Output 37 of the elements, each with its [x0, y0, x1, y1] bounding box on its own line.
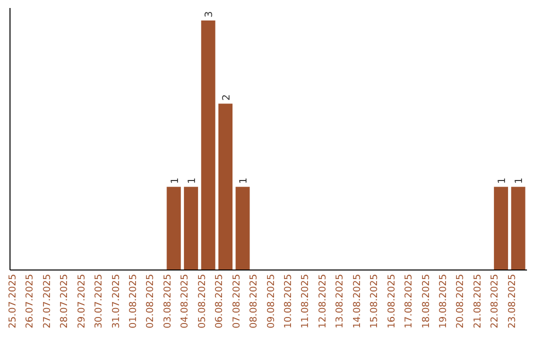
x-tick-label: 07.08.2025 [231, 274, 242, 328]
x-tick-label: 15.08.2025 [369, 274, 380, 328]
x-tick-label: 30.07.2025 [94, 274, 105, 328]
data-label: 1 [187, 177, 198, 184]
x-tick-label: 20.08.2025 [455, 274, 466, 328]
x-tick-label: 06.08.2025 [214, 274, 226, 328]
x-tick-label: 19.08.2025 [438, 274, 450, 328]
x-tick-label: 04.08.2025 [180, 274, 191, 328]
x-tick-label: 25.07.2025 [7, 274, 18, 328]
x-tick-label: 31.07.2025 [110, 274, 122, 328]
x-tick-label: 12.08.2025 [317, 274, 328, 328]
x-tick-label: 13.08.2025 [334, 274, 346, 328]
x-tick-label: 26.07.2025 [24, 274, 36, 328]
x-tick-label: 18.08.2025 [420, 274, 432, 328]
x-tick-label: 28.07.2025 [59, 274, 70, 328]
x-tick-label: 21.08.2025 [472, 274, 484, 328]
data-label: 1 [514, 177, 526, 184]
data-label: 2 [221, 94, 232, 101]
x-tick-label: 22.08.2025 [490, 274, 501, 328]
x-tick-label: 27.07.2025 [42, 274, 53, 328]
data-label: 1 [170, 177, 181, 184]
x-tick-label: 10.08.2025 [283, 274, 294, 328]
x-tick-label: 05.08.2025 [196, 274, 208, 328]
data-label: 1 [238, 177, 250, 184]
x-tick-label: 08.08.2025 [248, 274, 260, 328]
x-tick-label: 23.08.2025 [506, 274, 518, 328]
x-tick-label: 09.08.2025 [266, 274, 277, 328]
x-tick-label: 11.08.2025 [300, 274, 312, 328]
x-tick-label: 01.08.2025 [128, 274, 140, 328]
x-tick-label: 16.08.2025 [386, 274, 398, 328]
x-tick-label: 03.08.2025 [162, 274, 174, 328]
x-tick-label: 02.08.2025 [145, 274, 156, 328]
x-tick-label: 14.08.2025 [352, 274, 363, 328]
x-tick-label: 17.08.2025 [404, 274, 415, 328]
data-label: 1 [496, 177, 508, 184]
x-tick-label: 29.07.2025 [76, 274, 88, 328]
data-label: 3 [204, 11, 216, 18]
